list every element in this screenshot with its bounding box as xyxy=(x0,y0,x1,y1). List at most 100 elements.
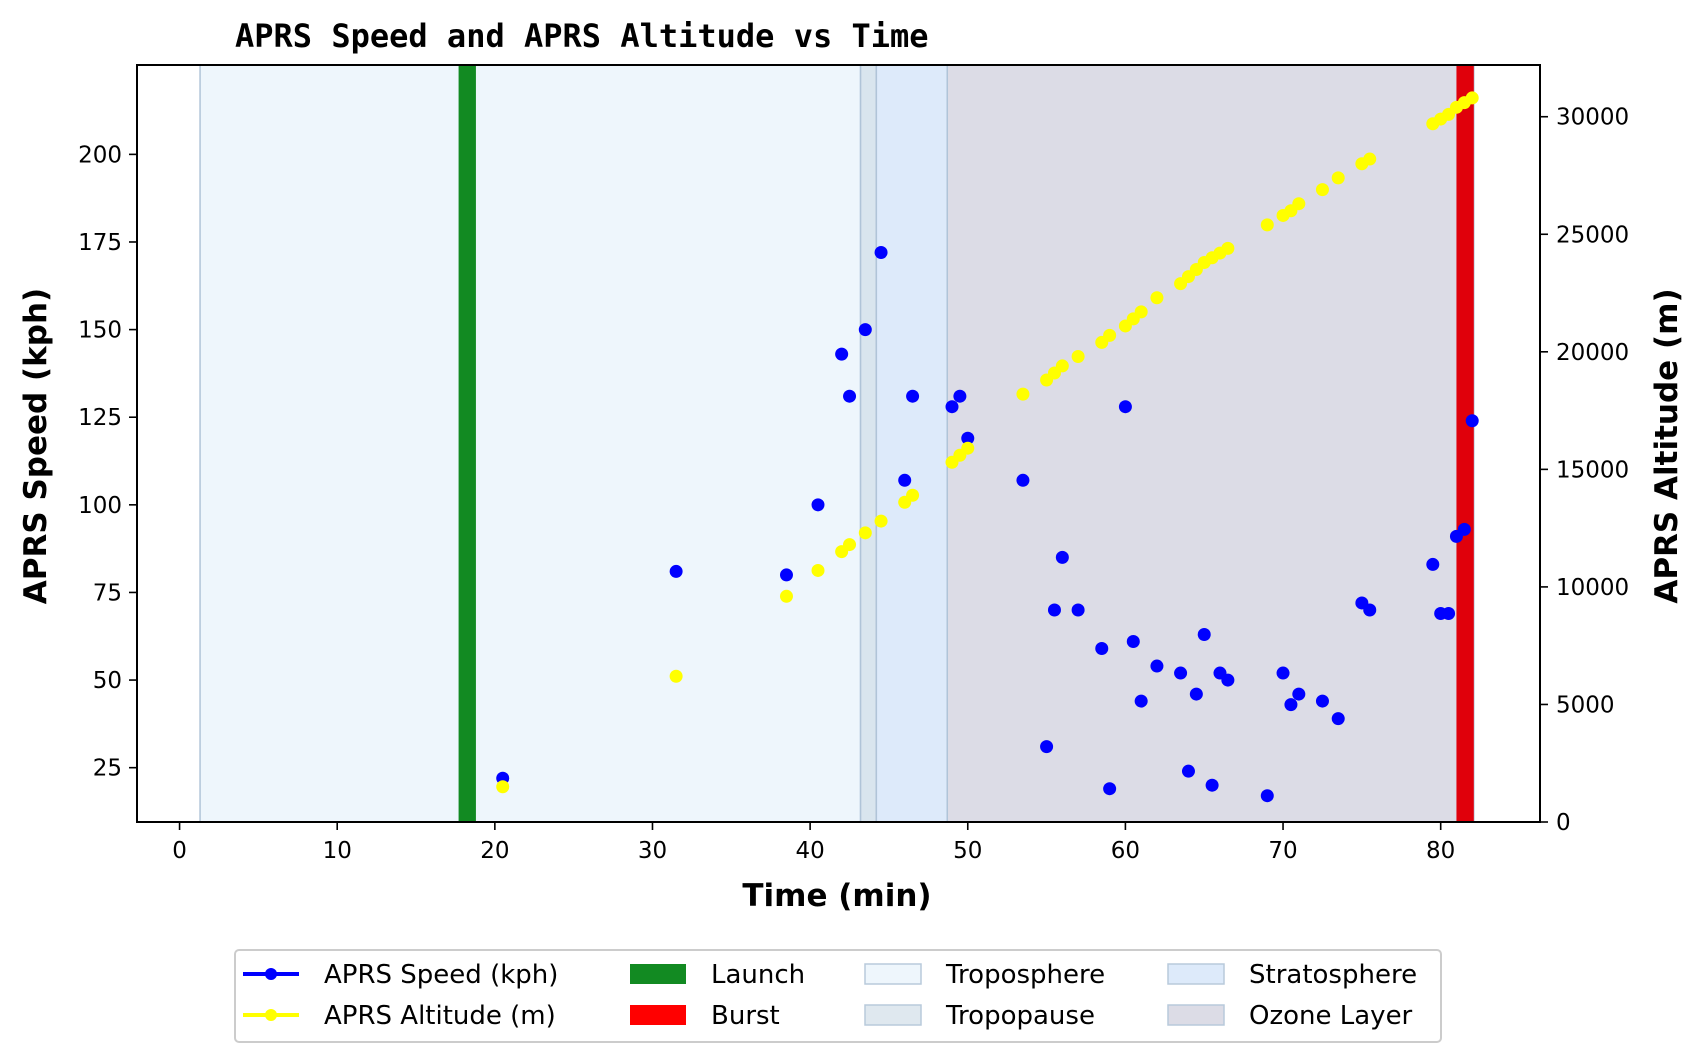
altitude-point xyxy=(1465,91,1479,105)
speed-point xyxy=(906,389,920,403)
altitude-point xyxy=(1055,359,1069,373)
speed-point xyxy=(1189,687,1203,701)
region-ozone-layer xyxy=(946,64,1475,823)
speed-point xyxy=(858,323,872,337)
legend-marker-aprs-altitude-m xyxy=(265,1009,277,1021)
x-tick-label: 30 xyxy=(638,838,667,864)
legend-swatch-tropopause xyxy=(864,1004,922,1026)
x-tick-label: 20 xyxy=(480,838,509,864)
legend-label-stratosphere: Stratosphere xyxy=(1249,960,1417,990)
altitude-point xyxy=(1331,171,1345,185)
speed-point xyxy=(835,347,849,361)
altitude-point xyxy=(1292,197,1306,211)
altitude-point xyxy=(961,441,975,455)
y-left-tick-label: 25 xyxy=(93,756,122,782)
legend: APRS Speed (kph) APRS Altitude (m) Launch B… xyxy=(234,949,1442,1043)
legend-swatch-troposphere xyxy=(864,963,922,985)
x-tick-label: 80 xyxy=(1426,838,1455,864)
altitude-point xyxy=(1103,328,1117,342)
burst-band xyxy=(1456,65,1474,822)
altitude-point xyxy=(1315,183,1329,197)
x-tick-label: 60 xyxy=(1111,838,1140,864)
y-right-tick-label: 25000 xyxy=(1556,222,1629,248)
x-tick-label: 40 xyxy=(795,838,824,864)
y-right-tick-label: 10000 xyxy=(1556,575,1629,601)
altitude-point xyxy=(906,488,920,502)
altitude-point xyxy=(858,526,872,540)
y-right-tick-label: 0 xyxy=(1556,810,1571,836)
speed-point xyxy=(1284,698,1298,712)
region-tropopause xyxy=(859,64,878,823)
legend-swatch-burst xyxy=(630,1005,686,1025)
x-axis: 0 10 20 30 40 50 60 70 80 xyxy=(172,822,1455,864)
altitude-point xyxy=(1071,350,1085,364)
speed-point xyxy=(1071,603,1085,617)
y-right-tick-label: 15000 xyxy=(1556,457,1629,483)
speed-point xyxy=(1315,694,1329,708)
speed-point xyxy=(1221,673,1235,687)
y-axis-right-label: APRS Altitude (m) xyxy=(1649,288,1685,603)
speed-point xyxy=(1126,635,1140,649)
x-tick-label: 0 xyxy=(172,838,187,864)
speed-point xyxy=(1205,778,1219,792)
y-left-tick-label: 150 xyxy=(78,318,122,344)
speed-point xyxy=(1103,782,1117,796)
altitude-point xyxy=(1363,152,1377,166)
speed-point xyxy=(1276,666,1290,680)
y-right-tick-label: 5000 xyxy=(1556,692,1615,718)
y-left-tick-label: 175 xyxy=(78,230,122,256)
speed-point xyxy=(1055,550,1069,564)
speed-point xyxy=(1260,789,1274,803)
legend-swatch-ozone-layer xyxy=(1167,1004,1225,1026)
chart-title: APRS Speed and APRS Altitude vs Time xyxy=(235,17,929,55)
altitude-point xyxy=(811,563,825,577)
x-tick-label: 70 xyxy=(1268,838,1297,864)
speed-point xyxy=(1095,642,1109,656)
speed-point xyxy=(1331,712,1345,726)
y-right-tick-label: 20000 xyxy=(1556,340,1629,366)
launch-band xyxy=(458,65,476,822)
speed-point xyxy=(1197,628,1211,642)
y-axis-left-label: APRS Speed (kph) xyxy=(18,288,54,604)
legend-label-tropopause: Tropopause xyxy=(945,1001,1095,1031)
legend-label-aprs-speed-kph: APRS Speed (kph) xyxy=(324,960,558,990)
points-layer xyxy=(496,91,1479,803)
legend-label-ozone-layer: Ozone Layer xyxy=(1249,1001,1413,1031)
speed-point xyxy=(1465,414,1479,428)
altitude-point xyxy=(843,538,857,552)
speed-point xyxy=(1292,687,1306,701)
speed-point xyxy=(811,498,825,512)
speed-point xyxy=(1181,764,1195,778)
x-tick-label: 10 xyxy=(323,838,352,864)
altitude-point xyxy=(1260,218,1274,232)
legend-swatch-stratosphere xyxy=(1167,963,1225,985)
speed-point xyxy=(945,400,959,414)
region-troposphere xyxy=(199,64,862,823)
region-layer xyxy=(199,64,1475,823)
altitude-point xyxy=(1150,291,1164,305)
x-tick-label: 50 xyxy=(953,838,982,864)
speed-point xyxy=(874,245,888,259)
speed-point xyxy=(1150,659,1164,673)
altitude-point xyxy=(1134,305,1148,319)
speed-point xyxy=(1016,473,1030,487)
legend-label-launch: Launch xyxy=(711,960,805,990)
speed-point xyxy=(669,564,683,578)
y-left-tick-label: 200 xyxy=(78,142,122,168)
speed-point xyxy=(1174,666,1188,680)
legend-label-aprs-altitude-m: APRS Altitude (m) xyxy=(324,1001,556,1031)
plot-frame xyxy=(136,64,1541,823)
legend-label-burst: Burst xyxy=(711,1001,780,1031)
speed-point xyxy=(961,431,975,445)
altitude-point xyxy=(496,780,510,794)
y-right-tick-label: 30000 xyxy=(1556,105,1629,131)
event-layer xyxy=(458,65,1474,822)
speed-point xyxy=(779,568,793,582)
speed-point xyxy=(1118,400,1132,414)
speed-point xyxy=(843,389,857,403)
speed-point xyxy=(1040,740,1054,754)
legend-box xyxy=(234,949,1442,1043)
altitude-point xyxy=(874,514,888,528)
legend-marker-aprs-speed-kph xyxy=(265,968,277,980)
